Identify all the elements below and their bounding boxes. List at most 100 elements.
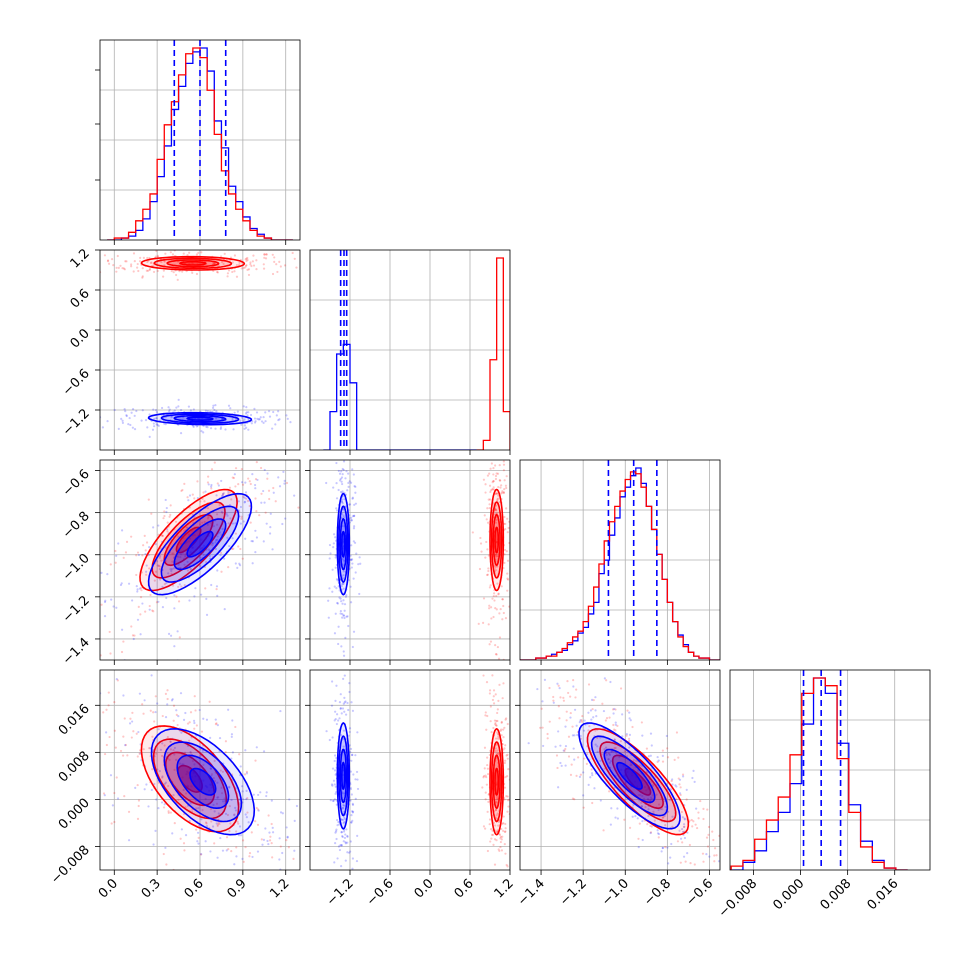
scatter-point-blue: [283, 482, 286, 485]
panel-content: [100, 670, 300, 870]
scatter-point-red: [496, 498, 499, 501]
scatter-point-blue: [127, 582, 131, 585]
scatter-point-blue: [593, 787, 596, 790]
scatter-point-red: [502, 682, 505, 685]
scatter-point-blue: [342, 840, 345, 843]
scatter-point-blue: [649, 796, 653, 799]
scatter-point-red: [488, 818, 492, 821]
scatter-point-blue: [267, 410, 271, 413]
scatter-point-red: [226, 275, 229, 278]
scatter-point-red: [173, 768, 176, 771]
scatter-point-blue: [596, 750, 599, 753]
scatter-point-blue: [247, 411, 250, 414]
scatter-point-red: [486, 810, 489, 813]
scatter-point-blue: [156, 423, 159, 426]
scatter-point-red: [227, 848, 230, 851]
scatter-point-blue: [228, 545, 231, 548]
scatter-point-blue: [237, 500, 240, 503]
scatter-point-red: [183, 849, 186, 852]
scatter-point-blue: [345, 470, 348, 473]
scatter-point-red: [506, 589, 509, 592]
scatter-point-red: [169, 251, 172, 254]
scatter-point-blue: [277, 410, 280, 413]
scatter-point-blue: [336, 857, 339, 860]
scatter-point-blue: [641, 795, 644, 798]
scatter-point-blue: [338, 701, 342, 704]
scatter-point-blue: [135, 409, 138, 413]
scatter-point-blue: [271, 831, 275, 834]
panel-border: [519, 669, 721, 871]
joint-panel-0-1: [95, 249, 301, 455]
scatter-point-blue: [205, 613, 209, 616]
scatter-point-blue: [244, 481, 247, 484]
scatter-point-red: [132, 252, 136, 255]
scatter-point-blue: [170, 699, 174, 702]
scatter-point-red: [495, 814, 498, 817]
scatter-point-red: [592, 698, 595, 702]
contour-red: [586, 728, 690, 836]
scatter-point-red: [195, 724, 198, 727]
scatter-point-red: [485, 681, 489, 684]
scatter-point-blue: [214, 718, 217, 721]
scatter-point-red: [487, 793, 490, 796]
scatter-point-red: [646, 823, 649, 826]
scatter-point-red: [151, 768, 154, 771]
scatter-point-red: [492, 592, 496, 595]
scatter-point-blue: [348, 744, 351, 747]
scatter-point-blue: [244, 749, 247, 752]
scatter-point-red: [279, 845, 282, 848]
scatter-point-blue: [354, 485, 357, 488]
scatter-point-blue: [351, 803, 355, 806]
scatter-point-red: [265, 253, 268, 256]
scatter-point-blue: [214, 541, 217, 544]
scatter-point-blue: [639, 793, 642, 797]
scatter-point-blue: [329, 552, 332, 555]
scatter-point-blue: [244, 412, 248, 415]
scatter-point-red: [271, 856, 274, 859]
scatter-point-blue: [200, 853, 203, 856]
scatter-point-red: [116, 254, 119, 258]
scatter-point-red: [601, 702, 604, 705]
density-fill-blue: [190, 768, 216, 795]
scatter-point-blue: [230, 757, 233, 760]
scatter-point-blue: [202, 717, 205, 720]
scatter-point-red: [486, 772, 490, 776]
scatter-point-blue: [214, 404, 217, 407]
scatter-point-blue: [278, 858, 281, 861]
scatter-point-red: [504, 852, 507, 855]
scatter-point-red: [131, 634, 135, 637]
scatter-point-red: [503, 843, 506, 846]
scatter-point-blue: [274, 423, 277, 426]
scatter-point-blue: [161, 742, 164, 745]
scatter-point-red: [162, 517, 165, 520]
scatter-point-red: [493, 599, 496, 602]
scatter-point-red: [494, 808, 498, 811]
scatter-point-red: [489, 489, 493, 492]
scatter-point-red: [178, 636, 181, 639]
scatter-point-red: [113, 791, 116, 795]
scatter-point-red: [495, 801, 498, 804]
scatter-point-blue: [339, 693, 342, 696]
scatter-point-red: [183, 482, 186, 485]
scatter-point-red: [482, 597, 486, 600]
scatter-point-blue: [348, 730, 351, 734]
scatter-point-blue: [188, 599, 191, 602]
scatter-point-blue: [640, 805, 643, 808]
scatter-point-blue: [157, 807, 160, 810]
joint-panel-0-3: [95, 669, 301, 875]
scatter-point-red: [625, 734, 628, 737]
scatter-point-blue: [355, 859, 359, 863]
scatter-point-blue: [115, 554, 118, 557]
scatter-point-red: [167, 811, 170, 814]
scatter-point-red: [498, 479, 501, 482]
scatter-point-red: [572, 679, 575, 682]
scatter-point-blue: [337, 820, 340, 824]
scatter-point-blue: [342, 582, 345, 585]
scatter-point-red: [487, 800, 490, 803]
scatter-point-blue: [101, 426, 104, 429]
scatter-point-blue: [215, 410, 218, 413]
scatter-point-blue: [352, 473, 355, 476]
scatter-point-blue: [250, 539, 253, 543]
scatter-point-blue: [209, 427, 213, 430]
scatter-point-red: [661, 816, 664, 819]
